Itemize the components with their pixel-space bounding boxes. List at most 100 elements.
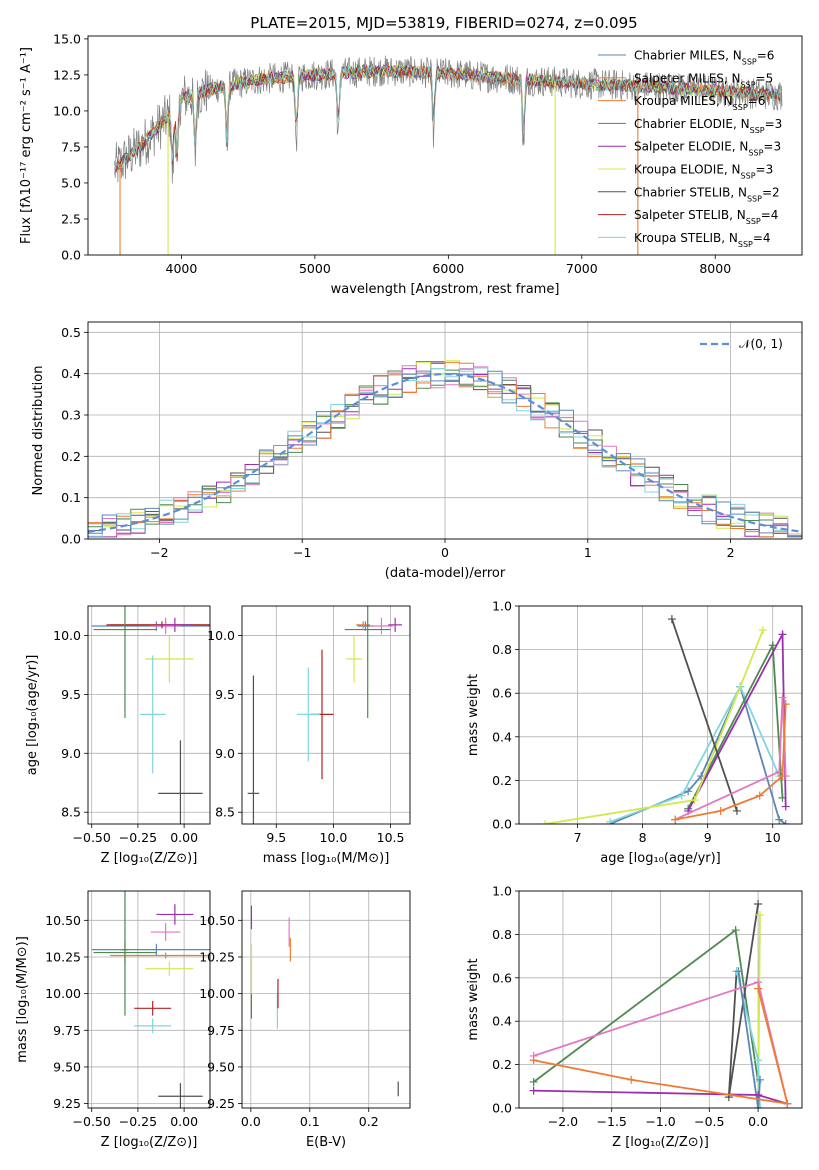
- weight-marker: [731, 926, 740, 935]
- weight-marker: [781, 700, 790, 709]
- y-axis-label: mass [log₁₀(M/M⊙)]: [15, 936, 30, 1063]
- x-tick-label: 9: [704, 830, 712, 845]
- x-tick-label: 0.00: [170, 830, 198, 845]
- plot-area: [88, 360, 802, 538]
- x-tick-label: −2: [150, 545, 168, 560]
- y-tick-label: 10.00: [199, 986, 235, 1001]
- plot-area: [247, 606, 402, 824]
- x-tick-label: 10.0: [320, 830, 348, 845]
- y-tick-label: 0.2: [492, 1057, 512, 1072]
- figure-title: PLATE=2015, MJD=53819, FIBERID=0274, z=0…: [250, 14, 637, 32]
- weight-marker: [781, 820, 790, 824]
- y-tick-label: 9.75: [207, 1023, 235, 1038]
- axes-frame: [241, 890, 411, 1109]
- x-tick-label: −2.0: [548, 1114, 578, 1129]
- x-tick-label: 2: [727, 545, 735, 560]
- weight-marker: [775, 815, 784, 824]
- x-tick-label: −0.25: [119, 1114, 157, 1129]
- residuals-axes: −2 −1 0 1 2 0.0 0.1 0.2 0.3 0.4 0.5 (data-model)/er…: [31, 321, 803, 581]
- y-tick-label: 10.0: [207, 628, 235, 643]
- x-tick-label: 0: [441, 545, 449, 560]
- axes-frame: [518, 890, 803, 1109]
- y-tick-label: 5.0: [61, 175, 81, 190]
- residual-histogram: [88, 367, 802, 538]
- mass-vs-Z-axes: −0.50 −0.25 0.00 9.25 9.50 9.75 10.00 10.25 10.5…: [15, 890, 211, 1150]
- plot-area: [114, 55, 783, 255]
- x-tick-label: 0.0: [241, 1114, 261, 1129]
- weight-marker: [768, 641, 777, 650]
- weight-marker: [677, 791, 686, 800]
- age-vs-mass-axes: 9.5 10.0 10.5 8.5 9.0 9.5 10.0 mass [log₁₀(M/M⊙…: [207, 605, 411, 866]
- y-tick-label: 0.0: [492, 817, 512, 832]
- legend-label: Salpeter STELIB, NSSP=4: [634, 208, 778, 226]
- weight-marker: [529, 1086, 538, 1095]
- y-axis-label: mass weight: [466, 958, 481, 1040]
- spectrum-axes: 4000 5000 6000 7000 8000 0.0 2.5 5.0 7.5 10.0 12.5…: [19, 31, 803, 297]
- y-tick-label: 0.3: [61, 408, 81, 423]
- y-tick-label: 8.5: [215, 805, 235, 820]
- weight-line: [533, 988, 789, 1105]
- plot-area: [91, 891, 210, 1108]
- weight-marker: [529, 1077, 538, 1086]
- y-tick-label: 0.0: [492, 1101, 512, 1116]
- weight-marker: [778, 630, 787, 639]
- spectrum-legend: Chabrier MILES, NSSP=6 Salpeter MILES, NS…: [598, 49, 782, 249]
- y-tick-label: 12.5: [53, 67, 81, 82]
- x-tick-label: 8: [639, 830, 647, 845]
- weight-marker: [754, 1104, 763, 1108]
- x-tick-label: 6000: [432, 261, 464, 276]
- x-tick-label: 8000: [699, 261, 731, 276]
- y-tick-label: 2.5: [61, 211, 81, 226]
- y-axis-label: age [log₁₀(age/yr)]: [25, 655, 40, 776]
- weight-marker: [778, 693, 787, 702]
- y-tick-label: 1.0: [492, 599, 512, 614]
- weight-marker: [781, 802, 790, 811]
- y-tick-label: 0.6: [492, 970, 512, 985]
- y-tick-label: 10.50: [199, 913, 235, 928]
- weight-marker: [778, 772, 787, 781]
- y-tick-label: 9.0: [215, 746, 235, 761]
- legend-label: Chabrier ELODIE, NSSP=3: [634, 117, 782, 134]
- weight-marker: [732, 806, 741, 815]
- y-tick-label: 9.75: [53, 1023, 81, 1038]
- y-tick-label: 9.0: [61, 746, 81, 761]
- axes-frame: [87, 321, 803, 540]
- x-axis-label: Z [log₁₀(Z/Z⊙)]: [612, 1135, 709, 1150]
- weight-marker: [754, 1090, 763, 1099]
- x-tick-label: 7: [574, 830, 582, 845]
- weight-marker: [758, 625, 767, 634]
- x-tick-label: 10: [765, 830, 781, 845]
- x-tick-label: 0.1: [300, 1114, 320, 1129]
- weight-marker: [606, 817, 615, 824]
- weight-marker: [684, 787, 693, 796]
- legend-label: Salpeter MILES, NSSP=5: [634, 71, 773, 89]
- x-tick-label: −1.0: [645, 1114, 675, 1129]
- y-tick-label: 9.5: [215, 687, 235, 702]
- weight-marker: [754, 984, 763, 993]
- y-tick-label: 0.6: [492, 686, 512, 701]
- x-tick-label: 0.00: [170, 1114, 198, 1129]
- weight-line: [609, 684, 787, 824]
- y-tick-label: 0.4: [492, 729, 512, 744]
- x-axis-label: E(B-V): [306, 1135, 346, 1150]
- weight-marker: [756, 910, 765, 919]
- legend-label: Kroupa STELIB, NSSP=4: [634, 231, 771, 249]
- weight-marker: [690, 796, 699, 805]
- weight-marker: [754, 1056, 763, 1065]
- legend-label: Kroupa MILES, NSSP=6: [634, 94, 765, 112]
- model-spectrum: [114, 64, 782, 169]
- residual-histogram: [88, 369, 802, 538]
- axes-frame: [241, 605, 411, 825]
- y-tick-label: 0.2: [61, 449, 81, 464]
- x-axis-label: wavelength [Angstrom, rest frame]: [331, 282, 560, 297]
- y-tick-label: 10.25: [199, 949, 235, 964]
- y-tick-label: 10.0: [53, 103, 81, 118]
- y-tick-label: 0.0: [61, 532, 81, 547]
- legend-label: Chabrier MILES, NSSP=6: [634, 49, 774, 67]
- plot-area: [541, 615, 790, 824]
- y-tick-label: 0.8: [492, 927, 512, 942]
- y-tick-label: 9.25: [207, 1096, 235, 1111]
- y-tick-label: 0.0: [61, 248, 81, 263]
- x-tick-label: 0.2: [359, 1114, 379, 1129]
